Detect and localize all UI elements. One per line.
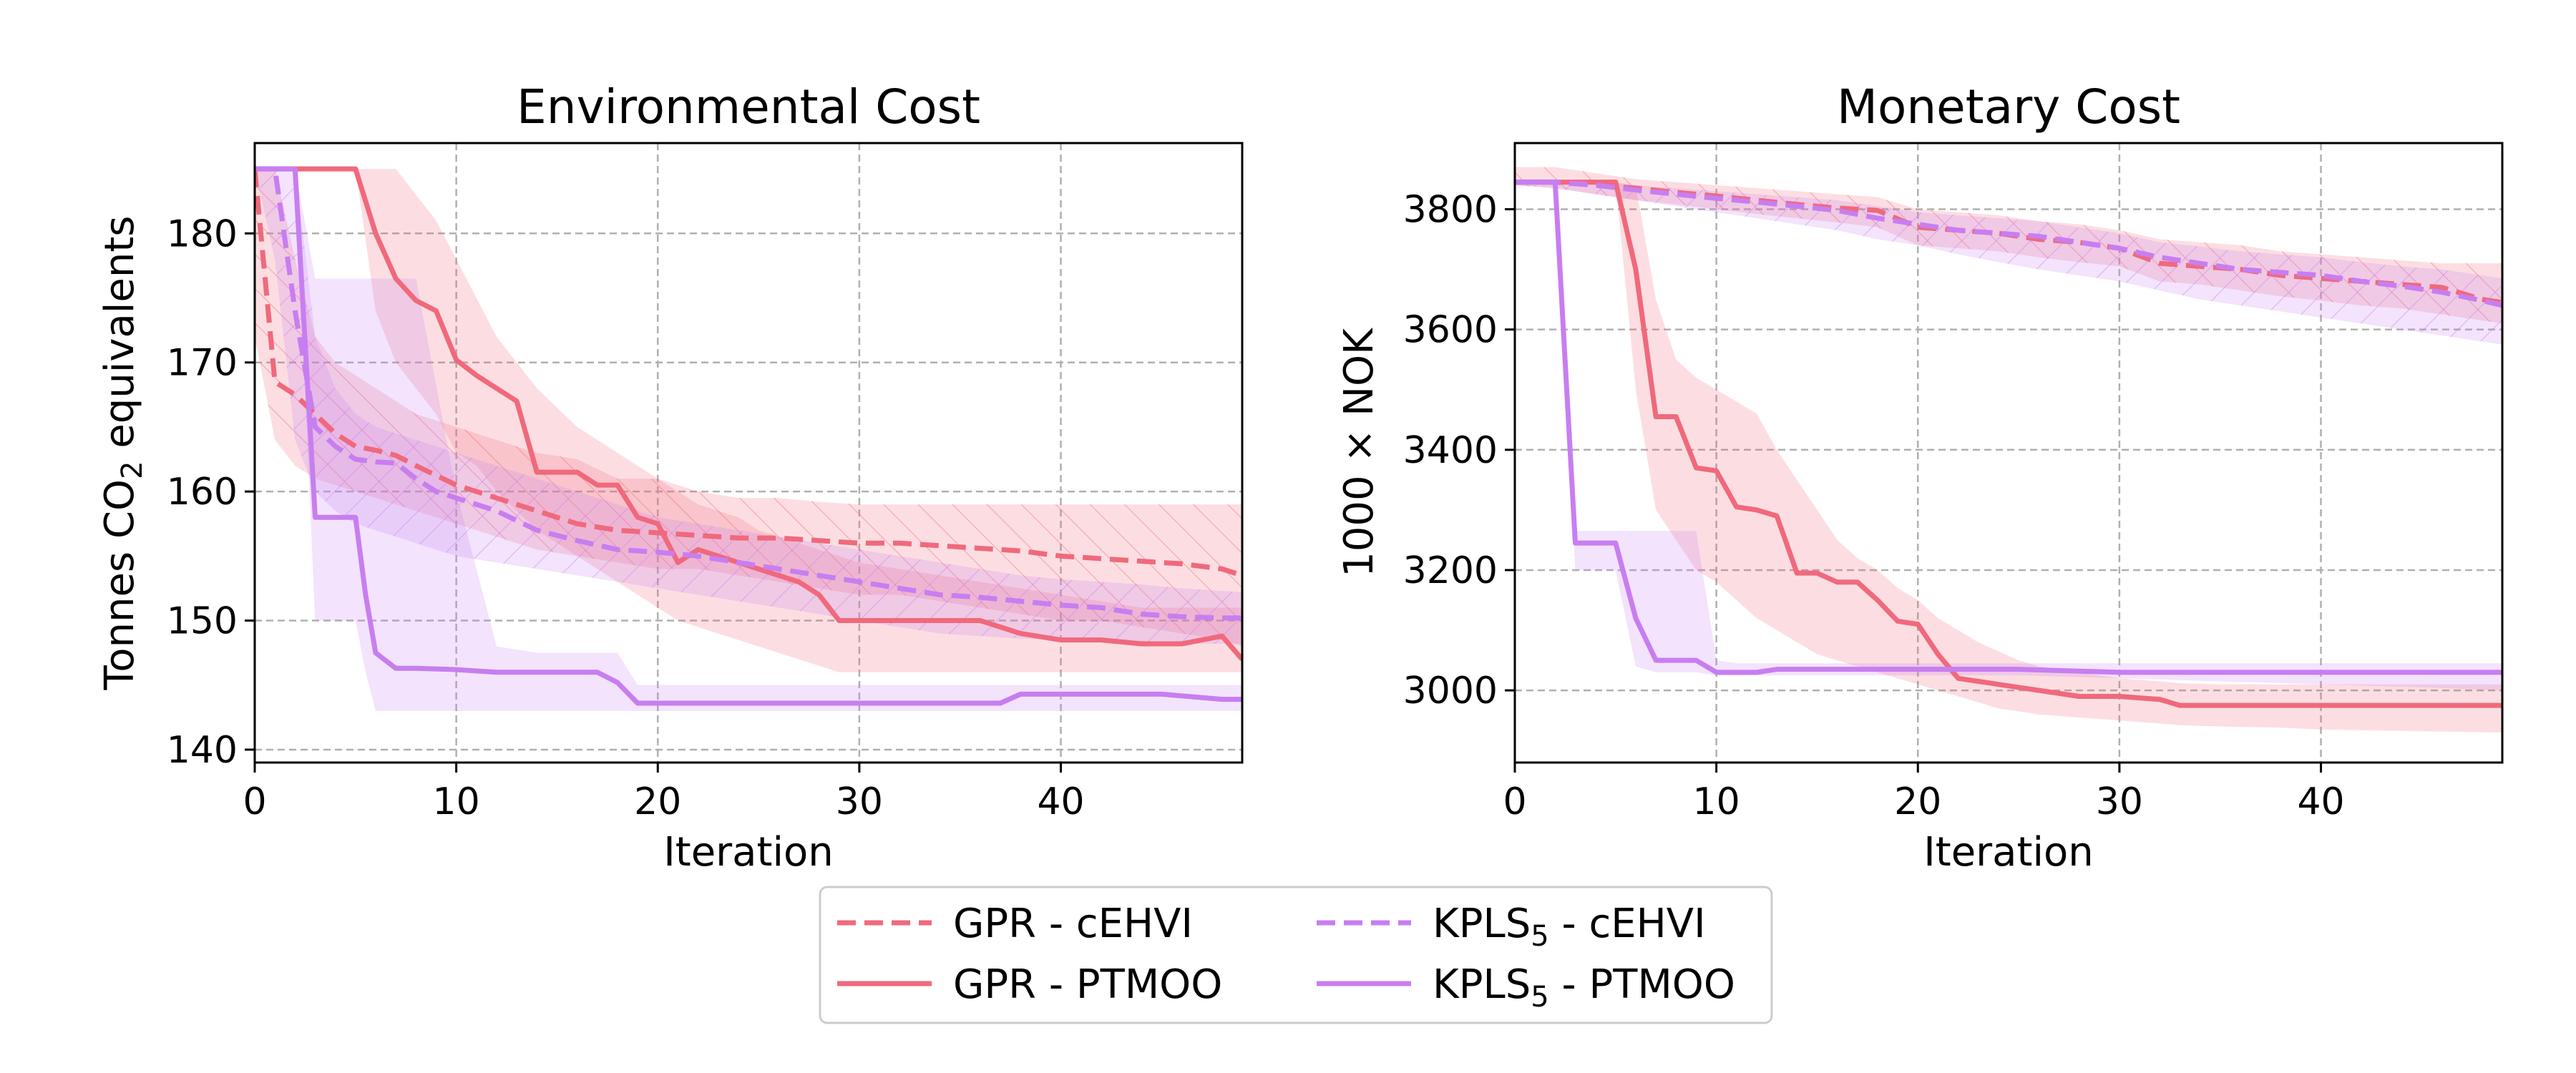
legend-label: GPR - PTMOO [953, 961, 1222, 1008]
confidence-band-hatch [255, 169, 1242, 645]
y-axis-label-prefix: 1000 × NOK [1336, 328, 1382, 577]
x-tick-label: 0 [243, 780, 266, 823]
legend-item-gpr-cehvi: GPR - cEHVI [837, 901, 1193, 947]
y-tick-label: 3200 [1403, 549, 1498, 592]
series-line [1515, 180, 2502, 308]
y-ticks: 140 150 160 170 180 [167, 212, 255, 772]
legend-item-gpr-ptmoo: GPR - PTMOO [837, 961, 1222, 1008]
x-tick-label: 40 [1037, 780, 1084, 823]
legend-label-subscript: 5 [1531, 920, 1548, 953]
y-tick-label: 180 [167, 212, 238, 255]
confidence-bands [1515, 167, 2502, 733]
chart-environmental-cost: Environmental Cost 0 10 20 30 40 140 150 160 17… [97, 79, 1244, 876]
legend-label-prefix: KPLS [1433, 961, 1531, 1008]
x-axis-label: Iteration [1923, 829, 2094, 876]
x-axis-label: Iteration [663, 829, 834, 876]
confidence-band [1515, 182, 2502, 733]
x-tick-label: 40 [2297, 780, 2344, 823]
legend-item-kpls-cehvi: KPLS5 - cEHVI [1317, 901, 1706, 953]
chart-monetary-cost: Monetary Cost 0 10 20 30 40 3000 3200 3400 3600… [1336, 79, 2504, 876]
y-tick-label: 140 [167, 729, 238, 772]
legend-item-kpls-ptmoo: KPLS5 - PTMOO [1317, 961, 1735, 1014]
legend-label-suffix: - PTMOO [1549, 961, 1735, 1008]
x-tick-label: 20 [634, 780, 681, 823]
series-line [255, 168, 1242, 578]
plot-frame [1513, 142, 2504, 764]
y-tick-label: 3400 [1403, 429, 1498, 472]
legend-label-suffix: - cEHVI [1549, 901, 1706, 947]
confidence-band-hatch [1515, 179, 2502, 345]
y-tick-label: 3000 [1403, 670, 1498, 712]
legend-label-prefix: KPLS [1433, 901, 1531, 947]
confidence-bands [255, 169, 1242, 711]
chart-title: Monetary Cost [1837, 79, 2180, 134]
y-axis-label: Tonnes CO2 equivalents [97, 216, 149, 691]
x-ticks: 0 10 20 30 40 [1503, 763, 2345, 823]
legend-label-subscript: 5 [1531, 981, 1548, 1014]
y-tick-label: 3600 [1403, 309, 1498, 352]
y-tick-label: 150 [167, 600, 238, 643]
x-ticks: 0 10 20 30 40 [243, 763, 1085, 823]
series-lines [1515, 180, 2502, 708]
x-tick-label: 10 [433, 780, 480, 823]
legend-label-prefix: GPR - PTMOO [953, 961, 1222, 1008]
legend-frame [819, 886, 1773, 1024]
series-line [1515, 180, 2502, 708]
series-line [255, 166, 1242, 621]
y-tick-label: 3800 [1403, 188, 1498, 231]
series-line [255, 166, 1242, 706]
x-tick-label: 30 [2096, 780, 2143, 823]
y-axis-label-prefix: Tonnes CO [97, 479, 143, 691]
y-tick-label: 160 [167, 471, 238, 514]
x-tick-label: 0 [1503, 780, 1526, 823]
series-line [255, 166, 1242, 661]
y-tick-label: 170 [167, 342, 238, 385]
x-tick-label: 20 [1894, 780, 1941, 823]
y-axis-label-subscript: 2 [116, 461, 149, 479]
series-lines [255, 166, 1242, 706]
y-axis-label-suffix: equivalents [97, 216, 143, 461]
y-ticks: 3000 3200 3400 3600 3800 [1403, 188, 1515, 712]
legend-label: GPR - cEHVI [953, 901, 1193, 947]
chart-title: Environmental Cost [517, 79, 980, 134]
plot-frame [253, 142, 1244, 764]
legend-label: KPLS5 - cEHVI [1433, 901, 1706, 953]
series-line [1515, 180, 2502, 675]
grid [1515, 143, 2502, 763]
legend-label: KPLS5 - PTMOO [1433, 961, 1735, 1014]
x-tick-label: 30 [836, 780, 883, 823]
y-axis-label: 1000 × NOK [1336, 328, 1382, 577]
x-tick-label: 10 [1693, 780, 1740, 823]
legend-label-prefix: GPR - cEHVI [953, 901, 1193, 947]
